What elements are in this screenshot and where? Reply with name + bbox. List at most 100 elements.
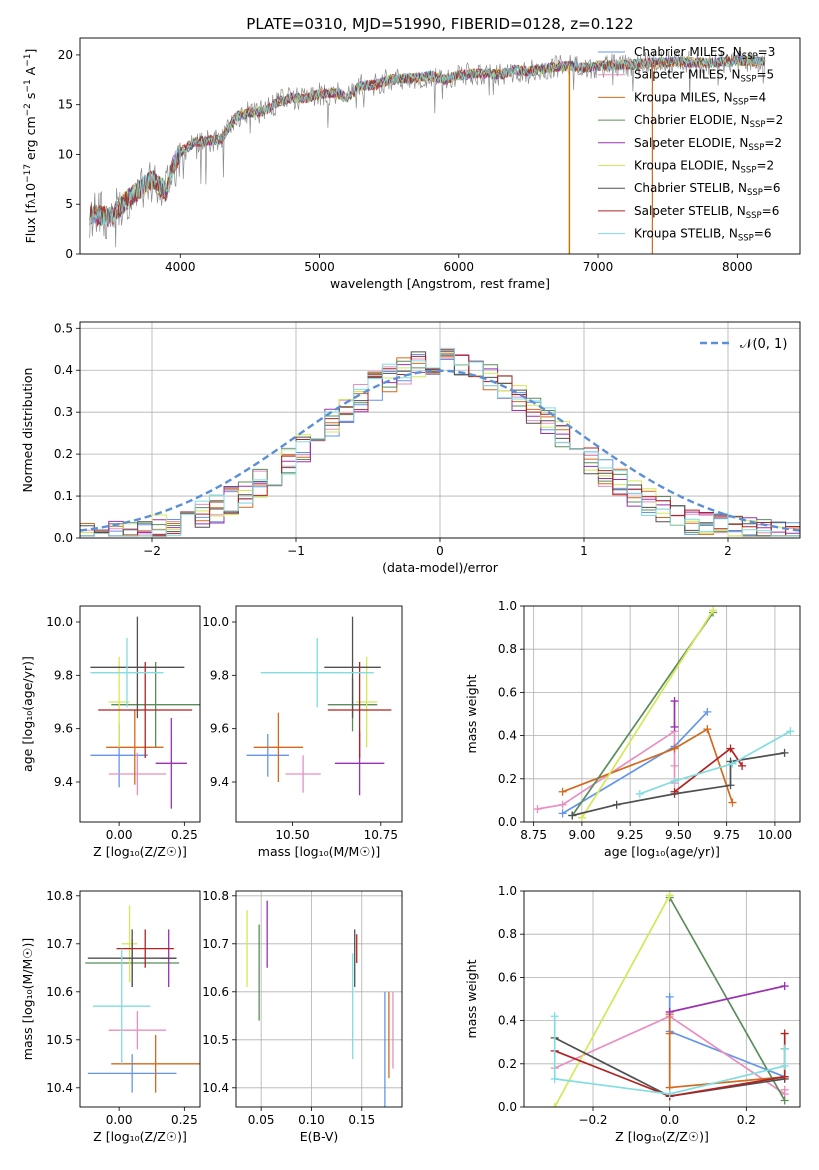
- legend-label-tail: =5: [756, 68, 774, 82]
- plot-area: [550, 891, 789, 1107]
- weight-marker: [670, 761, 679, 770]
- weight-marker: [780, 1072, 789, 1081]
- x-tick-label: 0.2: [737, 1113, 756, 1127]
- weight-marker: [709, 606, 718, 615]
- y-axis-label: mass weight: [464, 959, 479, 1038]
- y-tick-label: 0.0: [498, 1100, 517, 1114]
- panel-spectrum: 4000 5000 6000 7000 8000 0 5 10 15 20 wavelength […: [23, 37, 801, 291]
- x-tick-label: 0.00: [106, 1113, 133, 1127]
- x-axis-label: wavelength [Angstrom, rest frame]: [330, 276, 550, 291]
- legend-label-sub: SSP: [742, 52, 758, 62]
- legend-label-sub: SSP: [748, 143, 764, 153]
- errorbar-point: [93, 948, 151, 1064]
- y-tick-label: 0.8: [498, 927, 517, 941]
- y-tick-label: 0.4: [54, 363, 73, 377]
- x-tick-label: 9.75: [713, 828, 740, 842]
- x-tick-label: 9.50: [665, 828, 692, 842]
- histogram-step: [80, 347, 800, 537]
- y-tick-label: 0.6: [498, 970, 517, 984]
- y-tick-label: 10.5: [46, 1033, 73, 1047]
- x-tick-label: −1: [287, 544, 305, 558]
- plot-area: [90, 616, 200, 809]
- weight-line: [553, 894, 671, 1107]
- x-axis-label: mass [log₁₀(M/M☉)]: [258, 844, 380, 859]
- y-tick-label: 1.0: [498, 599, 517, 613]
- y-axis-label: mass [log₁₀(M/M☉)]: [20, 938, 35, 1060]
- weight-marker: [670, 787, 679, 796]
- y-tick-label: 0.8: [498, 642, 517, 656]
- panel-weight_vs_age: 8.75 9.00 9.25 9.50 9.75 10.00 0.0 0.2 0.4 0.6 0.8…: [464, 599, 801, 859]
- y-tick-label: 10.6: [202, 985, 229, 999]
- x-tick-label: 8000: [722, 260, 753, 274]
- weight-series: [577, 606, 718, 822]
- y-tick-label: 0.0: [54, 531, 73, 545]
- histogram-step: [80, 349, 800, 537]
- errorbar-point: [285, 755, 321, 793]
- axes-frame: 0.00 0.25 9.4 9.6 9.8 10.0 Z [log₁₀(Z/Z☉)] age …: [20, 605, 201, 859]
- y-tick-label: 0.4: [498, 729, 517, 743]
- errorbar-point: [90, 638, 164, 708]
- weight-marker: [533, 805, 542, 814]
- legend-label: Salpeter STELIB, NSSP=6: [634, 204, 779, 221]
- panel-age_vs_mass: 10.50 10.75 9.4 9.6 9.8 10.0 mass [log₁₀(M/M☉)…: [202, 605, 403, 859]
- y-tick-label: 0.3: [54, 405, 73, 419]
- x-tick-label: 6000: [444, 260, 475, 274]
- panel-weight_vs_Z: −0.2 0.0 0.2 0.0 0.2 0.4 0.6 0.8 1.0 Z [log₁₀(Z/Z…: [464, 884, 801, 1144]
- y-tick-label: 10.0: [46, 615, 73, 629]
- y-axis-label-part: Flux [f: [23, 204, 38, 244]
- y-axis-label-part: ]: [23, 49, 38, 54]
- weight-marker: [780, 982, 789, 991]
- y-axis-label-part: −17: [23, 164, 33, 183]
- x-tick-label: −0.2: [578, 1113, 607, 1127]
- legend-label-tail: =4: [749, 90, 767, 104]
- legend-label-sub: SSP: [750, 120, 766, 130]
- x-tick-label: 0.00: [106, 828, 133, 842]
- axes-frame: 8.75 9.00 9.25 9.50 9.75 10.00 0.0 0.2 0.4 0.6 0.8…: [464, 599, 801, 859]
- x-axis-label: Z [log₁₀(Z/Z☉)]: [93, 1129, 187, 1144]
- x-tick-label: 4000: [165, 260, 196, 274]
- weight-marker: [558, 800, 567, 809]
- y-tick-label: 9.8: [54, 668, 73, 682]
- x-tick-label: 1: [580, 544, 588, 558]
- y-tick-label: 0: [65, 247, 73, 261]
- y-tick-label: 10: [58, 147, 73, 161]
- weight-marker: [738, 761, 747, 770]
- y-tick-label: 10.8: [202, 889, 229, 903]
- y-tick-label: 9.6: [54, 722, 73, 736]
- weight-marker: [703, 707, 712, 716]
- spectrum-model-line: [89, 54, 766, 226]
- errorbar-point: [106, 710, 164, 785]
- y-axis-label-part: s: [23, 93, 38, 104]
- y-axis-label: Normed distribution: [20, 368, 35, 493]
- weight-marker: [550, 1103, 559, 1107]
- legend-label: Salpeter ELODIE, NSSP=2: [634, 136, 782, 153]
- x-tick-label: 2: [724, 544, 732, 558]
- y-tick-label: 15: [58, 98, 73, 112]
- weight-line: [562, 727, 734, 803]
- panel-mass_vs_Z: 0.00 0.25 10.4 10.5 10.6 10.7 10.8 Z [log₁₀(Z/Z…: [20, 889, 201, 1144]
- weight-marker: [780, 1096, 789, 1105]
- x-axis-label: (data-model)/error: [382, 560, 499, 575]
- y-tick-label: 10.7: [46, 937, 73, 951]
- weight-marker: [558, 809, 567, 818]
- x-tick-label: 0.15: [348, 1113, 375, 1127]
- y-axis-label-part: erg cm: [23, 116, 38, 164]
- x-tick-label: 10.50: [275, 828, 309, 842]
- weight-series: [670, 697, 679, 731]
- weight-marker: [780, 1044, 789, 1053]
- weight-marker: [635, 789, 644, 798]
- legend-label-main: Salpeter STELIB, N: [634, 204, 746, 218]
- errorbar-point: [327, 662, 392, 758]
- errorbar-point: [246, 734, 289, 777]
- legend-label: Salpeter MILES, NSSP=5: [634, 68, 774, 85]
- axes-frame: 0.05 0.10 0.15 10.4 10.5 10.6 10.7 10.8 E(B-V): [202, 889, 403, 1144]
- errorbar-point: [111, 1035, 200, 1093]
- weight-marker: [670, 697, 679, 706]
- legend-label-main: Salpeter MILES, N: [634, 68, 741, 82]
- y-tick-label: 9.6: [210, 722, 229, 736]
- y-tick-label: 9.8: [210, 668, 229, 682]
- errorbar-point: [253, 712, 304, 782]
- y-axis-label-part: −1: [23, 54, 33, 67]
